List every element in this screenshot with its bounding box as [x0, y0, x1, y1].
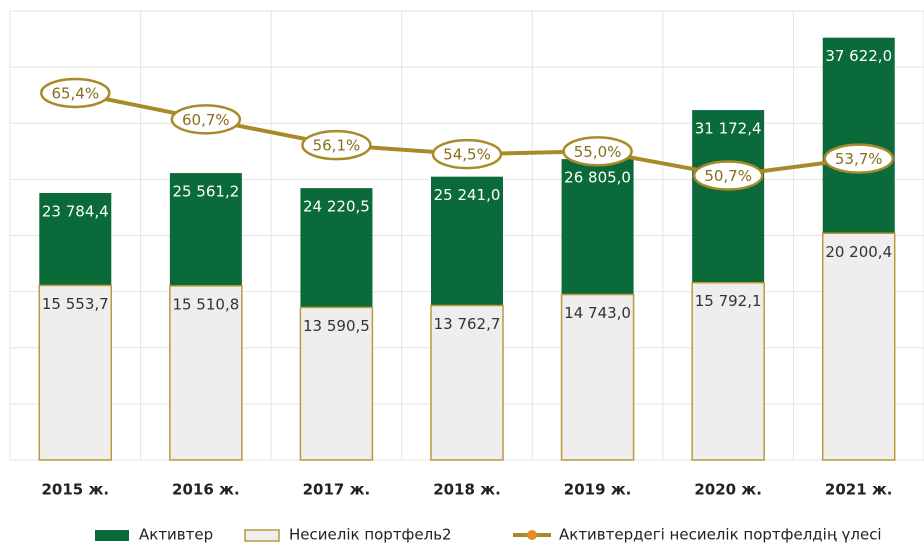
legend-marker — [527, 530, 537, 540]
legend-swatch — [244, 529, 280, 542]
line-label: 54,5% — [443, 146, 491, 164]
legend-label: Активтердегі несиелік портфелдің үлесі — [559, 526, 882, 544]
line-label: 60,7% — [182, 111, 230, 129]
line-label-bubble — [40, 77, 111, 109]
bar — [38, 284, 113, 461]
bar-label: 37 622,0 — [825, 47, 892, 65]
line-label-bubble — [170, 104, 242, 135]
bar — [691, 281, 765, 461]
bar — [430, 304, 504, 461]
legend-swatch — [95, 530, 129, 541]
x-tick-label: 2018 ж. — [433, 481, 501, 499]
line-label-bubble — [431, 138, 503, 170]
bar-label: 25 241,0 — [434, 186, 501, 204]
line-label: 55,0% — [574, 143, 622, 161]
x-tick-label: 2019 ж. — [564, 481, 632, 499]
line-label: 50,7% — [704, 167, 752, 185]
bar-label: 13 762,7 — [434, 315, 501, 333]
line-label: 53,7% — [835, 150, 883, 168]
legend-label: Несиелік портфель2 — [289, 526, 452, 544]
line-label-bubble — [692, 160, 764, 191]
line-label-bubble — [301, 129, 372, 161]
bar — [821, 232, 896, 461]
line-label-bubble — [823, 143, 894, 174]
line-label: 65,4% — [51, 84, 99, 102]
bar-label: 14 743,0 — [564, 304, 631, 322]
x-tick-label: 2016 ж. — [172, 481, 240, 499]
bar-label: 23 784,4 — [42, 203, 109, 221]
bar-label: 25 561,2 — [172, 183, 239, 201]
bar-label: 20 200,4 — [825, 243, 892, 261]
bar-label: 15 510,8 — [172, 295, 239, 313]
bar-label: 15 792,1 — [695, 292, 762, 310]
bar-label: 26 805,0 — [564, 169, 631, 187]
x-tick-label: 2017 ж. — [303, 481, 371, 499]
line-label: 56,1% — [313, 137, 361, 155]
x-tick-label: 2021 ж. — [825, 481, 893, 499]
bar-label: 31 172,4 — [695, 120, 762, 138]
x-tick-label: 2015 ж. — [41, 481, 109, 499]
bar-label: 15 553,7 — [42, 295, 109, 313]
legend-label: Активтер — [139, 526, 213, 544]
x-tick-label: 2020 ж. — [694, 481, 762, 499]
bar — [560, 293, 635, 461]
line-label-bubble — [562, 136, 633, 167]
bar — [299, 306, 374, 461]
bar-label: 13 590,5 — [303, 317, 370, 335]
bar — [169, 285, 243, 461]
bar-label: 24 220,5 — [303, 198, 370, 216]
